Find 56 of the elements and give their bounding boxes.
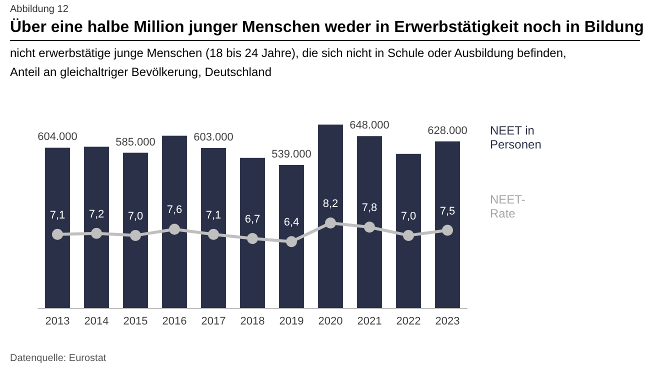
data-label: 7,2 bbox=[88, 208, 104, 220]
data-label: 7,6 bbox=[166, 204, 182, 216]
point bbox=[208, 228, 219, 240]
x-tick-label: 2021 bbox=[357, 316, 382, 328]
data-label: 585.000 bbox=[116, 136, 156, 148]
data-label: 7,0 bbox=[400, 210, 416, 222]
bar bbox=[240, 158, 265, 308]
bar bbox=[162, 136, 187, 308]
bar bbox=[318, 124, 343, 308]
bar bbox=[45, 148, 70, 308]
data-label: 539.000 bbox=[272, 148, 312, 160]
data-label: 7,1 bbox=[50, 209, 66, 222]
bar bbox=[435, 141, 460, 308]
point bbox=[286, 236, 297, 248]
point bbox=[325, 218, 336, 228]
text: NEET-Rate bbox=[490, 192, 526, 220]
point bbox=[403, 230, 414, 241]
bar bbox=[84, 146, 109, 308]
data-label: 8,2 bbox=[322, 198, 338, 210]
x-tick-label: 2023 bbox=[435, 316, 460, 328]
x-tick-label: 2017 bbox=[201, 316, 226, 328]
bar bbox=[357, 136, 382, 308]
point bbox=[169, 224, 180, 235]
data-label: 7,1 bbox=[206, 209, 222, 222]
bar bbox=[201, 148, 226, 308]
data-label: 628.000 bbox=[428, 124, 468, 137]
point bbox=[52, 228, 63, 240]
x-tick-label: 2015 bbox=[123, 316, 148, 328]
x-tick-label: 2016 bbox=[162, 316, 187, 328]
bar bbox=[123, 152, 148, 308]
bar bbox=[279, 164, 304, 308]
data-label: 603.000 bbox=[194, 132, 234, 144]
point bbox=[91, 228, 102, 239]
x-tick-label: 2019 bbox=[279, 316, 304, 328]
text: Datenquelle: Eurostat bbox=[10, 353, 106, 364]
chart-title: Über eine halbe Million junger Menschen weder in Erwerbstätigkeit noch in Bildung bbox=[10, 19, 644, 38]
x-tick-label: 2022 bbox=[396, 316, 421, 328]
chart-subtitle: nicht erwerbstätige junge Menschen (18 bis 24 Jahre), die sich nicht in Schule oder Ausbildung befinden, Anteil an gleichaltriger Bevölkerung, Deutschland bbox=[10, 45, 568, 81]
point bbox=[130, 230, 141, 241]
x-tick-label: 2018 bbox=[240, 316, 265, 328]
text: Abbildung 12 bbox=[10, 4, 68, 15]
data-label: 7,0 bbox=[128, 210, 144, 222]
point bbox=[442, 224, 453, 236]
data-label: 7,5 bbox=[440, 205, 456, 218]
data-label: 604.000 bbox=[38, 131, 78, 144]
data-label: 648.000 bbox=[350, 120, 390, 132]
data-label: 6,4 bbox=[284, 216, 300, 229]
point bbox=[247, 233, 258, 244]
x-tick-label: 2013 bbox=[45, 316, 70, 328]
x-tick-label: 2014 bbox=[84, 316, 109, 328]
bar bbox=[396, 154, 421, 308]
text: NEET in Personen bbox=[490, 123, 542, 152]
x-tick-label: 2020 bbox=[318, 316, 343, 328]
point bbox=[364, 222, 375, 233]
data-label: 6,7 bbox=[244, 214, 260, 226]
data-label: 7,8 bbox=[362, 202, 378, 214]
